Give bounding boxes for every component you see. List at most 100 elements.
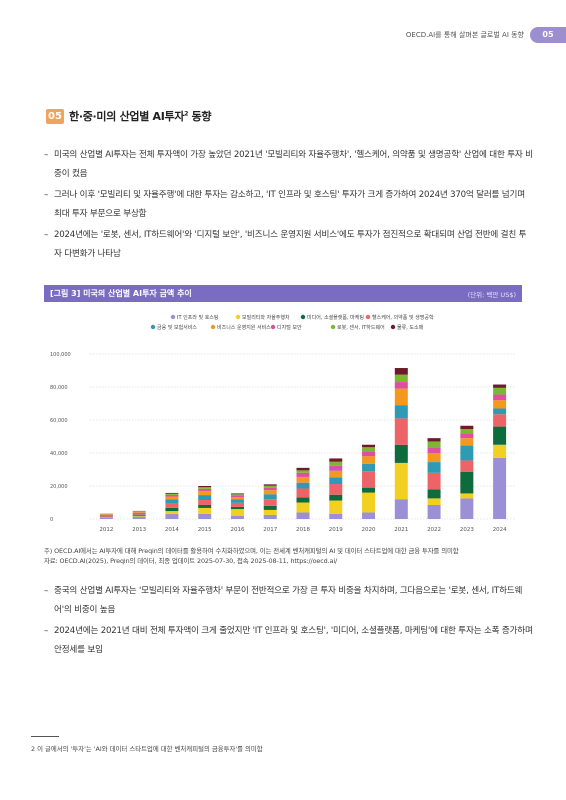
x-tick-label: 2012 (99, 527, 113, 533)
bar-segment (362, 471, 376, 488)
bar-segment (198, 488, 212, 491)
bar-segment (362, 512, 376, 519)
source-text: 자료: OECD.AI(2025), Preqin의 데이터, 최종 업데이트 … (44, 557, 338, 565)
bar-segment (198, 500, 212, 505)
bar-segment (263, 505, 277, 510)
bar-segment (99, 517, 113, 519)
bar-segment (362, 487, 376, 493)
x-tick-label: 2014 (165, 527, 179, 533)
bar-segment (427, 441, 441, 448)
bar-segment (493, 387, 507, 395)
bar-segment (296, 467, 310, 471)
bar-segment (329, 484, 343, 495)
bar-segment (493, 394, 507, 401)
legend-marker (330, 324, 336, 330)
running-header: OECD.AI를 통해 살펴본 글로벌 AI 동향 05 (406, 27, 566, 43)
x-tick-label: 2013 (132, 527, 146, 533)
bar-segment (296, 502, 310, 513)
x-tick-label: 2024 (493, 527, 507, 533)
x-tick-label: 2016 (230, 527, 244, 533)
bar-segment (165, 493, 179, 495)
bar-segment (493, 400, 507, 409)
bar-segment (394, 444, 408, 463)
section-number-badge: 05 (46, 108, 64, 124)
bar-segment (427, 453, 441, 463)
x-tick-label: 2019 (329, 527, 343, 533)
bar-segment (329, 465, 343, 471)
bar-segment (427, 438, 441, 442)
bar-segment (296, 497, 310, 503)
bar-segment (329, 461, 343, 466)
legend-marker (170, 314, 176, 320)
bar-segment (198, 504, 212, 508)
legend-label: 금융 및 보험서비스 (157, 324, 197, 331)
legend-label: 모빌리티와 자율주행차 (242, 314, 290, 321)
bar-segment (329, 513, 343, 519)
bar-segment (427, 447, 441, 453)
bar-segment (460, 433, 474, 439)
bar-segment (198, 513, 212, 519)
bar-segment (394, 382, 408, 389)
bar-segment (493, 426, 507, 445)
bar-segment (263, 490, 277, 495)
bar-segment (394, 462, 408, 500)
x-tick-label: 2017 (263, 527, 277, 533)
figure-notes: 주) OECD.AI에서는 AI투자에 대해 Preqin의 데이터를 활용하여… (44, 546, 459, 566)
bullet-item: 2024년에는 2021년 대비 전체 투자액이 크게 줄었지만 'IT 인프라… (44, 622, 534, 659)
bar-segment (165, 511, 179, 515)
legend-marker (365, 314, 371, 320)
bar-segment (263, 514, 277, 519)
legend-label: 디지털 보안 (277, 324, 302, 331)
bar-segment (362, 456, 376, 464)
legend-label: 물류, 도소매 (397, 324, 424, 331)
footnote: 2 이 글에서의 '투자'는 'AI와 데이터 스타트업에 대한 벤처캐피털의 … (31, 745, 263, 753)
figure-title: [그림 3] 미국의 산업별 AI투자 금액 추이 (50, 289, 192, 298)
bar-segment (230, 502, 244, 507)
bar-segment (427, 498, 441, 505)
page-number-badge: 05 (530, 27, 566, 43)
bar-segment (394, 499, 408, 519)
legend-label: 미디어, 소셜플랫폼, 마케팅 (307, 314, 364, 321)
bar-segment (165, 496, 179, 500)
bar-segment (427, 489, 441, 499)
bar-segment (165, 514, 179, 519)
y-tick-label: 0 (50, 517, 53, 523)
x-tick-label: 2022 (427, 527, 441, 533)
bar-segment (394, 405, 408, 419)
bar-segment (394, 374, 408, 383)
legend-marker (300, 314, 306, 320)
legend-label: 비즈니스 운영지원 서비스 (217, 324, 271, 331)
bar-segment (329, 494, 343, 501)
bar-segment (230, 515, 244, 519)
bar-segment (263, 484, 277, 486)
bar-segment (198, 495, 212, 501)
legend-marker (270, 324, 276, 330)
bar-segment (460, 471, 474, 494)
footnote-ref: 2 (184, 110, 189, 118)
bar-segment (132, 513, 146, 515)
bar-segment (427, 472, 441, 490)
bullet-item: 미국의 산업별 AI투자는 전체 투자액이 가장 높았던 2021년 '모빌리티… (44, 146, 534, 183)
bar-segment (394, 388, 408, 406)
bar-segment (394, 368, 408, 375)
footnote-divider (31, 736, 59, 737)
legend-marker (150, 324, 156, 330)
bar-segment (362, 451, 376, 457)
bar-segment (230, 495, 244, 498)
bar-segment (394, 418, 408, 445)
bar-segment (230, 494, 244, 496)
bar-segment (99, 515, 113, 516)
legend-label: IT 인프라 및 호스팅 (177, 314, 219, 321)
bar-segment (296, 488, 310, 498)
bar-segment (132, 516, 146, 517)
bar-segment (230, 493, 244, 495)
bar-segment (132, 512, 146, 514)
bar-segment (296, 472, 310, 477)
y-tick-label: 80,000 (50, 385, 68, 391)
bar-segment (329, 470, 343, 478)
bar-segment (493, 444, 507, 458)
legend-label: 헬스케어, 의약품 및 생명공학 (372, 314, 434, 321)
bullet-item: 중국의 산업별 AI투자는 '모빌리티와 자율주행차' 부문이 전반적으로 가장… (44, 582, 534, 619)
bar-segment (198, 490, 212, 496)
y-tick-label: 60,000 (50, 418, 68, 424)
